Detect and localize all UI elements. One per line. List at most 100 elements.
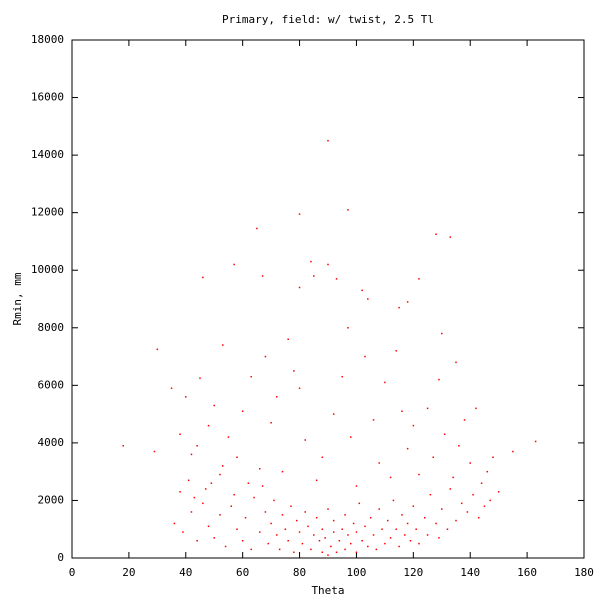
point: [429, 493, 432, 496]
point: [364, 525, 366, 528]
point: [355, 485, 358, 487]
point: [253, 496, 255, 499]
point: [298, 531, 301, 533]
point: [219, 514, 221, 516]
point: [332, 531, 335, 533]
x-tick-label: 40: [179, 566, 192, 579]
point: [466, 511, 469, 513]
point: [455, 519, 457, 522]
point: [352, 522, 355, 525]
point: [438, 378, 440, 381]
point: [258, 468, 261, 470]
plot-frame: [71, 39, 585, 559]
point: [210, 482, 213, 484]
x-tick-label: 100: [347, 566, 367, 579]
point: [202, 502, 204, 505]
point: [344, 514, 346, 516]
point: [355, 531, 358, 533]
point: [358, 502, 361, 505]
y-tick-label: 8000: [38, 321, 65, 334]
point: [261, 485, 264, 487]
point: [327, 508, 329, 510]
x-tick-label: 180: [574, 566, 594, 579]
point: [347, 209, 349, 211]
point: [222, 465, 224, 467]
point: [250, 548, 252, 551]
point: [449, 236, 452, 238]
point: [406, 522, 409, 525]
point: [179, 433, 181, 436]
point: [304, 439, 306, 441]
point: [483, 505, 486, 507]
point: [199, 377, 201, 379]
point: [287, 539, 289, 542]
point: [298, 387, 301, 389]
point: [224, 545, 227, 548]
point: [435, 522, 437, 525]
point: [386, 519, 389, 522]
point: [455, 361, 457, 364]
point: [170, 387, 173, 389]
point: [463, 419, 466, 421]
point: [401, 410, 403, 412]
point: [361, 289, 363, 292]
point: [415, 528, 417, 530]
y-tick-label: 12000: [31, 206, 64, 219]
point: [196, 539, 198, 542]
point: [310, 548, 312, 551]
point: [378, 462, 380, 464]
point: [435, 233, 437, 235]
chart-title: Primary, field: w/ twist, 2.5 Tl: [222, 13, 434, 26]
point: [375, 548, 378, 551]
point: [449, 488, 452, 490]
point: [381, 528, 383, 530]
point: [204, 488, 207, 490]
y-tick-label: 14000: [31, 148, 64, 161]
point: [458, 445, 460, 447]
point: [361, 539, 363, 542]
point: [261, 275, 264, 277]
point: [534, 440, 537, 443]
point: [281, 470, 284, 473]
point: [213, 404, 215, 407]
point: [301, 542, 304, 545]
point: [236, 528, 238, 530]
point: [187, 479, 190, 482]
point: [293, 551, 295, 553]
point: [227, 436, 230, 438]
point: [412, 424, 415, 427]
y-tick-label: 10000: [31, 263, 64, 276]
point: [202, 276, 204, 279]
point: [179, 491, 181, 493]
point: [452, 476, 454, 479]
point: [489, 499, 491, 502]
point: [313, 275, 315, 277]
point: [281, 514, 284, 516]
point: [207, 424, 210, 427]
point: [276, 396, 278, 398]
point: [190, 511, 193, 513]
point: [270, 421, 272, 424]
point: [355, 551, 358, 553]
x-tick-label: 80: [293, 566, 306, 579]
point: [276, 534, 278, 536]
point: [409, 539, 412, 542]
point: [295, 519, 298, 522]
point: [384, 381, 386, 384]
point: [497, 491, 500, 493]
x-tick-label: 60: [236, 566, 249, 579]
point: [236, 456, 238, 459]
point: [398, 306, 400, 309]
point: [412, 505, 415, 507]
point: [304, 511, 306, 513]
point: [378, 508, 380, 510]
point: [233, 263, 235, 266]
y-tick-label: 18000: [31, 33, 64, 46]
point: [384, 542, 386, 545]
point: [307, 525, 309, 528]
x-tick-label: 20: [122, 566, 135, 579]
y-tick-label: 16000: [31, 91, 64, 104]
x-tick-label: 160: [517, 566, 537, 579]
point: [230, 505, 233, 507]
